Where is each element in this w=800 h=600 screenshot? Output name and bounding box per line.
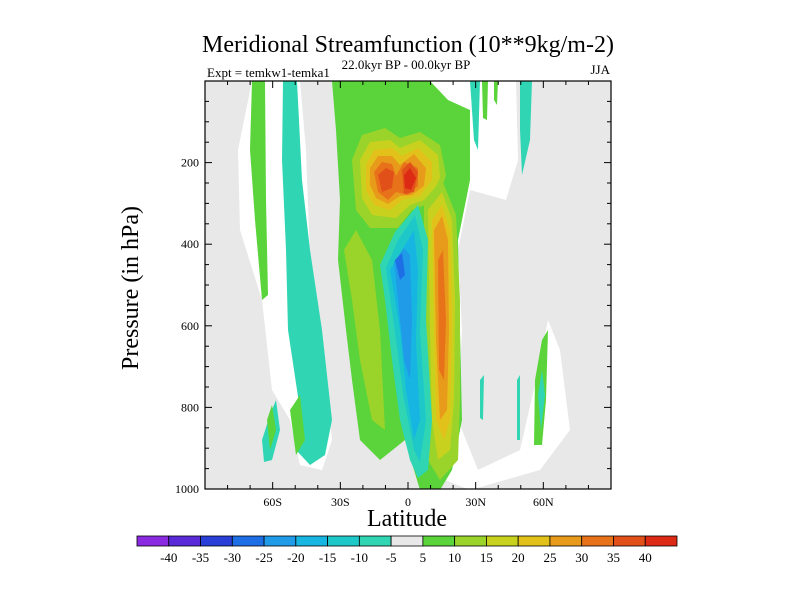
colorbar-swatch	[358, 535, 392, 547]
contour-region	[267, 405, 276, 450]
colorbar-label: 35	[607, 550, 620, 565]
colorbar-swatch	[136, 535, 170, 547]
colorbar-label: -20	[287, 550, 304, 565]
x-tick-label: 0	[405, 495, 411, 509]
colorbar-label: 20	[512, 550, 525, 565]
colorbar-swatch	[454, 535, 487, 547]
contour-region	[520, 81, 532, 175]
season-label: JJA	[590, 62, 610, 77]
x-axis-label: Latitude	[367, 506, 447, 532]
colorbar-label: -15	[319, 550, 336, 565]
colorbar-swatch	[231, 535, 265, 547]
colorbar-label: 30	[575, 550, 588, 565]
chart-title: Meridional Streamfunction (10**9kg/m-2)	[202, 32, 614, 58]
contour-region	[517, 375, 520, 440]
y-tick-label: 400	[181, 237, 199, 251]
colorbar-label: -5	[386, 550, 397, 565]
contour-region	[344, 230, 385, 430]
colorbar-swatch	[581, 535, 614, 547]
colorbar-label: -35	[192, 550, 209, 565]
colorbar-label: 40	[639, 550, 652, 565]
contour-region	[480, 375, 484, 420]
colorbar-swatch	[263, 535, 297, 547]
colorbar-swatch	[613, 535, 646, 547]
y-tick-label: 1000	[175, 482, 199, 496]
x-tick-label: 60S	[263, 495, 282, 509]
x-tick-label: 60N	[533, 495, 554, 509]
contour-region	[250, 81, 268, 300]
contour-region	[394, 248, 412, 380]
contour-region	[395, 253, 405, 280]
x-tick-label: 30S	[331, 495, 350, 509]
colorbar-swatch	[200, 535, 233, 547]
colorbar-swatch	[422, 535, 456, 547]
contour-region	[482, 81, 488, 120]
y-axis-label: Pressure (in hPa)	[118, 206, 144, 370]
colorbar-swatch	[549, 535, 583, 547]
contour-region	[470, 81, 480, 150]
colorbar-label: -30	[224, 550, 241, 565]
contour-region	[438, 250, 446, 380]
y-axis: 200 400 600 800 1000	[175, 100, 611, 496]
x-axis: 60S 30S 0 30N 60N	[227, 81, 589, 509]
colorbar-swatch	[327, 535, 360, 547]
experiment-label: Expt = temkw1-temka1	[207, 65, 330, 80]
colorbar-swatch	[517, 535, 551, 547]
y-tick-label: 600	[181, 319, 199, 333]
period-label: 22.0kyr BP - 00.0kyr BP	[342, 57, 471, 72]
y-tick-label: 800	[181, 400, 199, 414]
colorbar-swatch	[295, 535, 328, 547]
x-tick-label: 30N	[465, 495, 486, 509]
colorbar-swatch	[486, 535, 519, 547]
colorbar-label: 5	[420, 550, 427, 565]
colorbar-label: 10	[448, 550, 461, 565]
colorbar-label: -40	[160, 550, 177, 565]
contour-region	[378, 168, 394, 192]
contour-region	[404, 168, 416, 190]
colorbar: -40 -35 -30 -25 -20 -15 -10 -5 5 10 15 20 25 30 35 40	[136, 535, 678, 565]
colorbar-label: -25	[255, 550, 272, 565]
contour-region	[538, 370, 545, 430]
contour-region	[282, 81, 332, 465]
colorbar-label: -10	[351, 550, 368, 565]
colorbar-label: 25	[543, 550, 556, 565]
contour-field	[238, 81, 570, 489]
colorbar-label: 15	[480, 550, 493, 565]
colorbar-swatch	[168, 535, 201, 547]
contour-region	[494, 81, 498, 105]
contour-region	[458, 110, 470, 160]
colorbar-swatch	[390, 535, 424, 547]
y-tick-label: 200	[181, 156, 199, 170]
contour-region	[290, 395, 305, 455]
colorbar-swatch	[644, 535, 678, 547]
